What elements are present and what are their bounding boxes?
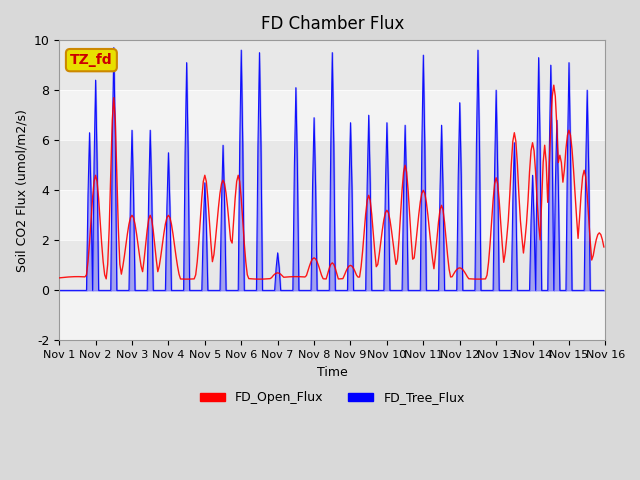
Bar [59, 290, 605, 340]
Legend: FD_Open_Flux, FD_Tree_Flux: FD_Open_Flux, FD_Tree_Flux [195, 386, 470, 409]
Y-axis label: Soil CO2 Flux (umol/m2/s): Soil CO2 Flux (umol/m2/s) [15, 109, 28, 272]
Text: TZ_fd: TZ_fd [70, 53, 113, 67]
Title: FD Chamber Flux: FD Chamber Flux [260, 15, 404, 33]
Bar [59, 90, 605, 140]
Bar [59, 190, 605, 240]
X-axis label: Time: Time [317, 366, 348, 379]
